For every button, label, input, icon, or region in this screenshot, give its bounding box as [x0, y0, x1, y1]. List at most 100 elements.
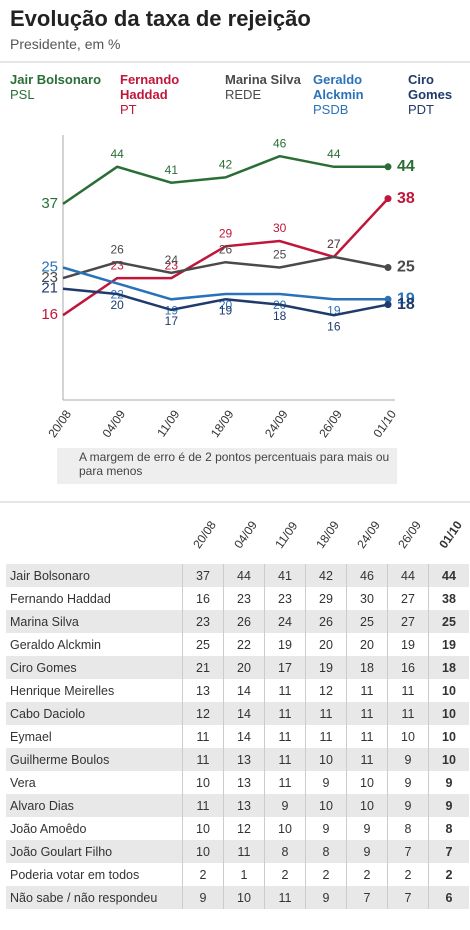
cell: 12 [182, 702, 224, 725]
cell: 9 [305, 817, 347, 840]
cell: 20 [223, 656, 265, 679]
row-label: Geraldo Alckmin [6, 633, 183, 656]
cell: 20 [305, 633, 347, 656]
value-label: 44 [110, 147, 124, 161]
legend-name: Ciro Gomes [408, 72, 453, 102]
cell: 10 [182, 771, 224, 794]
subtitle: Presidente, em % [10, 36, 121, 52]
value-label: 19 [397, 291, 415, 308]
cell: 7 [387, 840, 429, 863]
cell: 25 [428, 610, 469, 633]
cell: 44 [223, 564, 265, 587]
cell: 44 [428, 564, 469, 587]
table-row: Alvaro Dias 11 13 9 10 10 9 9 [6, 794, 469, 817]
cell: 25 [346, 610, 388, 633]
cell: 23 [223, 587, 265, 610]
cell: 2 [387, 863, 429, 886]
x-tick-label: 26/09 [316, 407, 345, 440]
value-label: 29 [219, 226, 233, 240]
cell: 11 [223, 840, 265, 863]
value-label: 26 [110, 242, 124, 256]
point [384, 264, 392, 271]
legend-party: PSDB [313, 102, 349, 117]
table-row: Marina Silva 23 26 24 26 25 27 25 [6, 610, 469, 633]
cell: 18 [428, 656, 469, 679]
cell: 11 [264, 886, 306, 909]
x-tick-label: 18/09 [208, 407, 237, 440]
value-label: 18 [273, 309, 287, 323]
cell: 19 [305, 656, 347, 679]
cell: 9 [387, 794, 429, 817]
cell: 14 [223, 702, 265, 725]
table-row: Fernando Haddad 16 23 23 29 30 27 38 [6, 587, 469, 610]
value-label: 20 [219, 298, 233, 312]
cell: 9 [346, 840, 388, 863]
row-label: Guilherme Boulos [6, 748, 183, 771]
value-label: 17 [165, 314, 179, 328]
cell: 9 [445, 775, 453, 790]
line [62, 255, 389, 280]
cell: 2 [445, 867, 453, 882]
point [384, 301, 392, 309]
legend-name: Fernando Haddad [120, 72, 180, 102]
cell: 26 [223, 610, 265, 633]
cell: 22 [223, 633, 265, 656]
value-label: 23 [165, 258, 179, 272]
cell: 20 [346, 633, 388, 656]
cell: 11 [264, 725, 306, 748]
table-row: João Amoêdo 10 12 10 9 9 8 8 [6, 817, 469, 840]
cell: 11 [305, 702, 347, 725]
cell: 8 [305, 840, 347, 863]
cell: 10 [305, 794, 347, 817]
x-tick-label: 20/08 [45, 407, 74, 440]
cell: 8 [445, 821, 453, 836]
cell: 41 [264, 564, 306, 587]
legend-party: PT [120, 102, 137, 117]
cell: 8 [264, 840, 306, 863]
cell: 12 [223, 817, 265, 840]
cell: 11 [387, 679, 429, 702]
cell: 1 [223, 863, 265, 886]
cell: 14 [223, 679, 265, 702]
cell: 9 [387, 748, 429, 771]
cell: 25 [182, 633, 224, 656]
table-row: Poderia votar em todos 2 1 2 2 2 2 2 [6, 863, 469, 886]
cell: 10 [442, 729, 456, 744]
cell: 17 [264, 656, 306, 679]
cell: 6 [428, 886, 469, 909]
value-label: 26 [219, 242, 233, 256]
cell: 2 [264, 863, 306, 886]
value-label: 25 [397, 259, 415, 276]
cell: 11 [264, 702, 306, 725]
row-label: Eymael [6, 725, 183, 748]
cell: 42 [305, 564, 347, 587]
cell: 11 [182, 748, 224, 771]
cell: 16 [387, 656, 429, 679]
cell: 23 [182, 610, 224, 633]
cell: 11 [305, 725, 347, 748]
cell: 7 [346, 886, 388, 909]
cell: 13 [182, 679, 224, 702]
cell: 9 [305, 886, 347, 909]
cell: 13 [223, 794, 265, 817]
legend-item: Fernando Haddad PT [120, 72, 215, 117]
line [62, 287, 389, 317]
value-label: 16 [41, 306, 58, 323]
legend-item: Marina Silva REDE [225, 72, 320, 102]
x-tick-label: 01/10 [370, 407, 399, 440]
cell: 10 [387, 725, 429, 748]
value-label: 46 [273, 136, 287, 150]
table-row: João Goulart Filho 10 11 8 8 9 7 7 [6, 840, 469, 863]
row-label: João Amoêdo [6, 817, 183, 840]
legend-item: Jair Bolsonaro PSL [10, 72, 105, 102]
cell: 11 [264, 748, 306, 771]
row-label: Jair Bolsonaro [6, 564, 183, 587]
value-label: 42 [219, 158, 233, 172]
cell: 7 [387, 886, 429, 909]
cell: 9 [387, 771, 429, 794]
cell: 27 [387, 587, 429, 610]
row-label: Marina Silva [6, 610, 183, 633]
line [62, 154, 388, 205]
cell: 11 [346, 679, 388, 702]
